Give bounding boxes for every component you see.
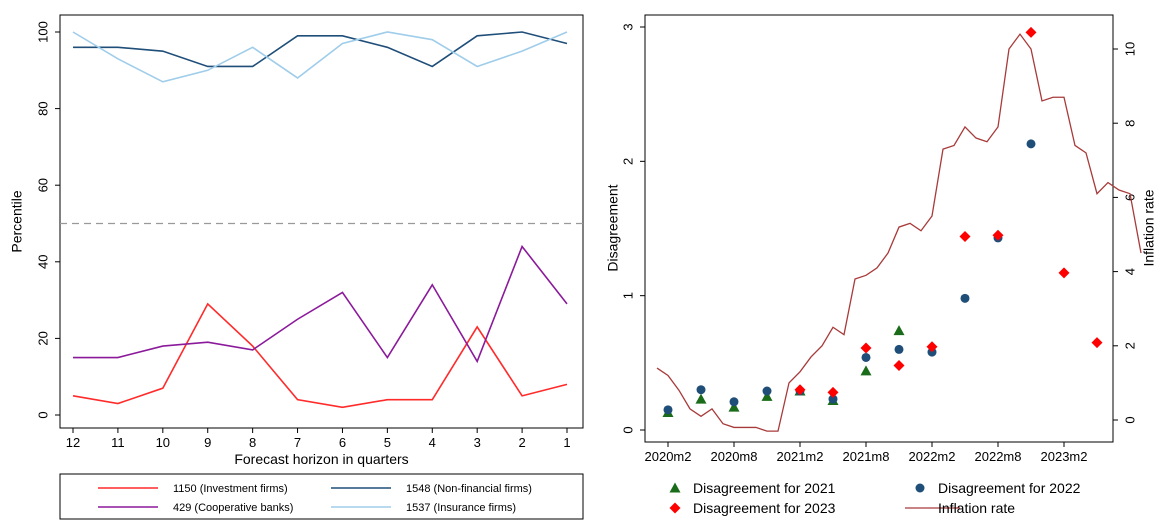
left-y-tick-label: 80 xyxy=(35,101,50,115)
right-series-0-point xyxy=(893,325,905,336)
right-series-2-point xyxy=(860,342,872,354)
right-series-1-point xyxy=(663,405,673,415)
right-legend-label-0: Disagreement for 2021 xyxy=(693,480,836,496)
right-series-2-point xyxy=(1058,267,1070,279)
left-series-line-2 xyxy=(73,244,568,364)
right-x-tick-label: 2022m2 xyxy=(909,449,956,464)
right-x-tick-label: 2022m8 xyxy=(975,449,1022,464)
left-x-tick-label: 12 xyxy=(66,435,80,450)
right-series-1-point xyxy=(696,385,706,395)
right-legend-swatch-2 xyxy=(669,502,681,514)
right-series-2-point xyxy=(1091,337,1103,349)
left-x-tick-label: 3 xyxy=(474,435,481,450)
right-series-0-point xyxy=(695,393,707,404)
inflation-rate-line xyxy=(656,33,1142,432)
right-y-axis-label: Disagreement xyxy=(605,184,621,271)
left-x-tick-label: 7 xyxy=(294,435,301,450)
right-series-2-point xyxy=(959,231,971,243)
left-series-line-0 xyxy=(72,302,568,409)
right-y2-tick-label: 8 xyxy=(1122,120,1137,127)
right-series-1-point xyxy=(960,293,970,303)
right-y-tick-label: 1 xyxy=(620,292,635,299)
right-legend-label-1: Disagreement for 2022 xyxy=(938,480,1081,496)
legend-label-2: 429 (Cooperative banks) xyxy=(173,502,293,514)
right-series-2-point xyxy=(1025,26,1037,38)
left-series-line-1 xyxy=(73,31,568,68)
right-y2-tick-label: 10 xyxy=(1122,42,1137,56)
right-y-tick-label: 3 xyxy=(620,23,635,30)
right-series-0-point xyxy=(761,390,773,401)
left-x-tick-label: 9 xyxy=(204,435,211,450)
right-series-1-point xyxy=(828,394,838,404)
left-plot-frame xyxy=(59,14,584,429)
right-x-tick-label: 2021m2 xyxy=(777,449,824,464)
left-x-tick-label: 2 xyxy=(518,435,525,450)
right-legend-swatch-0 xyxy=(669,482,681,493)
left-x-tick-label: 1 xyxy=(563,435,570,450)
right-legend-label-2: Disagreement for 2023 xyxy=(693,500,836,516)
left-y-tick-label: 40 xyxy=(35,255,50,269)
right-x-tick-label: 2023m2 xyxy=(1041,449,1088,464)
right-legend-swatch-1 xyxy=(915,483,925,493)
right-legend-label-3: Inflation rate xyxy=(938,500,1015,516)
left-y-axis-label: Percentile xyxy=(9,190,25,252)
left-x-tick-label: 10 xyxy=(156,435,170,450)
left-x-tick-label: 8 xyxy=(249,435,256,450)
left-legend-box xyxy=(59,473,584,520)
left-y-tick-label: 100 xyxy=(35,21,50,43)
left-y-tick-label: 20 xyxy=(35,331,50,345)
left-x-tick-label: 4 xyxy=(429,435,436,450)
right-series-0-point xyxy=(860,365,872,376)
legend-label-3: 1537 (Insurance firms) xyxy=(406,502,516,514)
right-y-tick-label: 0 xyxy=(620,426,635,433)
right-series-1-point xyxy=(1026,139,1036,149)
right-x-tick-label: 2020m8 xyxy=(711,449,758,464)
legend-label-0: 1150 (Investment firms) xyxy=(173,483,288,495)
left-y-tick-label: 0 xyxy=(35,411,50,418)
right-series-2-point xyxy=(794,384,806,396)
right-series-0-point xyxy=(728,401,740,412)
right-series-2-point xyxy=(992,229,1004,241)
right-y2-tick-label: 0 xyxy=(1122,416,1137,423)
right-series-2-point xyxy=(926,341,938,353)
left-x-axis-label: Forecast horizon in quarters xyxy=(234,451,408,467)
right-series-1-point xyxy=(894,344,904,354)
legend-label-1: 1548 (Non-financial firms) xyxy=(406,483,532,495)
right-x-tick-label: 2020m2 xyxy=(645,449,692,464)
left-x-tick-label: 11 xyxy=(111,435,125,450)
left-x-tick-label: 6 xyxy=(339,435,346,450)
right-x-tick-label: 2021m8 xyxy=(843,449,890,464)
right-y2-tick-label: 2 xyxy=(1122,342,1137,349)
right-series-2-point xyxy=(827,386,839,398)
left-y-tick-label: 60 xyxy=(35,178,50,192)
right-y2-tick-label: 4 xyxy=(1122,268,1137,275)
right-series-1-point xyxy=(729,397,739,407)
right-series-1-point xyxy=(762,386,772,396)
right-y-tick-label: 2 xyxy=(620,158,635,165)
right-series-1-point xyxy=(861,352,871,362)
left-series-line-3 xyxy=(72,31,568,83)
left-x-tick-label: 5 xyxy=(384,435,391,450)
right-y2-tick-label: 6 xyxy=(1122,194,1137,201)
right-series-2-point xyxy=(893,360,905,372)
right-y2-axis-label: Inflation rate xyxy=(1141,189,1157,266)
right-plot-frame xyxy=(644,14,1114,443)
